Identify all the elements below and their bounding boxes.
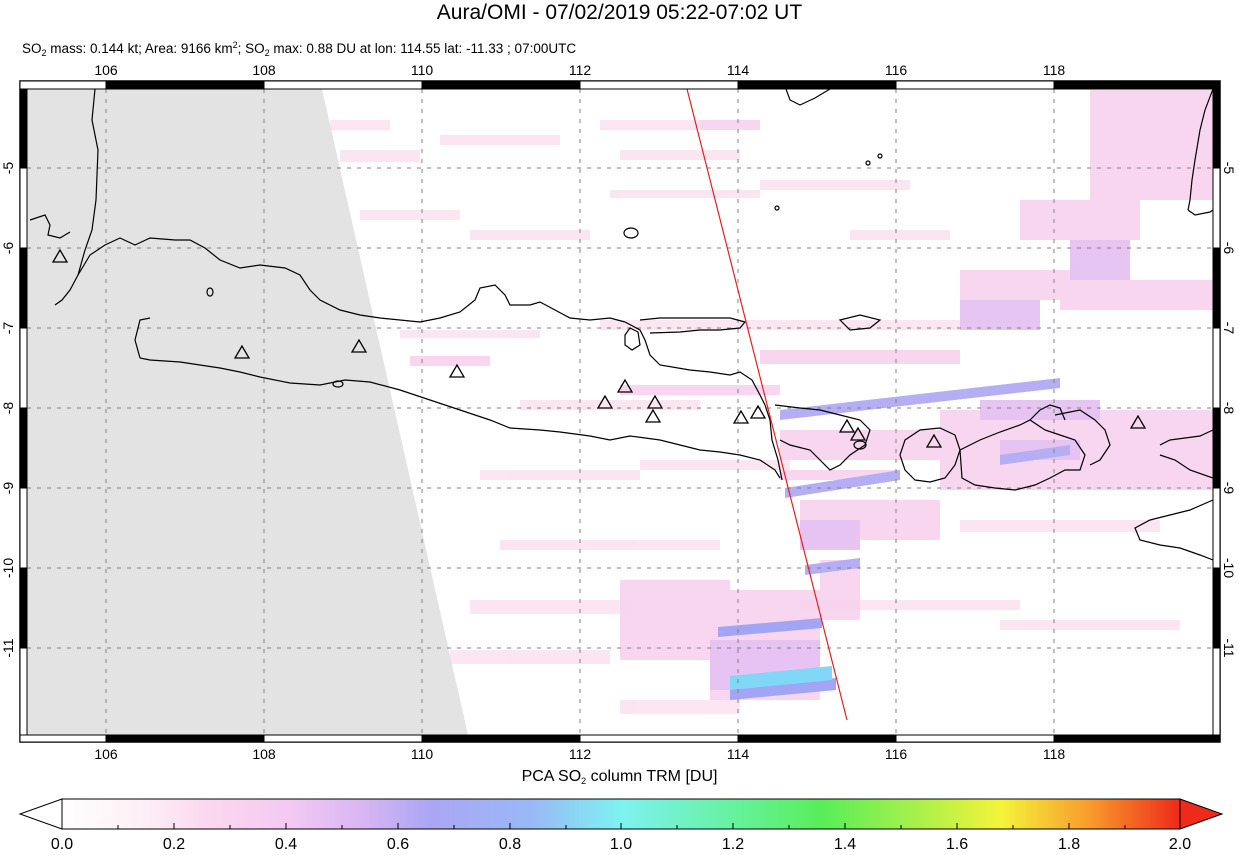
x-tick-label: 114 — [726, 62, 750, 78]
x-tick-label: 110 — [410, 746, 434, 762]
subtitle-subscript-2: 2 — [264, 48, 270, 58]
x-tick-label: 110 — [410, 62, 434, 78]
colorbar-tick-label: 2.0 — [1168, 836, 1192, 853]
colorbar-title-main: PCA SO — [521, 768, 582, 785]
x-tick-label: 108 — [252, 746, 276, 762]
grid-lines — [27, 89, 1213, 735]
x-tick-label: 108 — [252, 62, 276, 78]
axis-frame — [19, 80, 1221, 743]
map-subtitle: SO2 mass: 0.144 kt; Area: 9166 km2; SO2 … — [22, 36, 576, 62]
colorbar-tick-label: 0.2 — [162, 836, 186, 853]
colorbar-tick-label: 1.6 — [945, 836, 969, 853]
colorbar-tick-label: 1.4 — [833, 836, 857, 853]
colorbar-tick-label: 1.8 — [1057, 836, 1081, 853]
colorbar-min-arrow — [18, 798, 63, 830]
subtitle-so2-text-2: ; SO — [237, 41, 265, 56]
x-tick-label: 114 — [726, 746, 750, 762]
x-tick-label: 118 — [1042, 62, 1066, 78]
orbit-track-line — [686, 89, 848, 721]
x-tick-label: 116 — [884, 62, 908, 78]
colorbar-max-arrow — [1179, 798, 1224, 830]
colorbar-title-rest: column TRM [DU] — [586, 768, 718, 785]
x-tick-label: 112 — [568, 62, 592, 78]
x-tick-label: 118 — [1042, 746, 1066, 762]
map-title: Aura/OMI - 07/02/2019 05:22-07:02 UT — [436, 1, 803, 24]
volcano-markers — [51, 248, 1147, 448]
colorbar-title-subscript: 2 — [581, 776, 587, 786]
colorbar-tick-label: 0.4 — [274, 836, 298, 853]
x-tick-label: 116 — [884, 746, 908, 762]
subtitle-max-info: max: 0.88 DU at lon: 114.55 lat: -11.33 … — [269, 41, 577, 56]
x-tick-label: 112 — [568, 746, 592, 762]
so2-max-region — [730, 666, 832, 690]
no-data-region — [27, 89, 468, 735]
subtitle-subscript: 2 — [41, 48, 47, 58]
colorbar-tick-label: 1.0 — [609, 836, 633, 853]
colorbar-tick-label: 0.0 — [50, 836, 74, 853]
colorbar-title: PCA SO2 column TRM [DU] — [0, 768, 1239, 786]
colorbar-tick-label: 0.6 — [386, 836, 410, 853]
x-tick-label: 106 — [94, 62, 118, 78]
so2-swath-data — [27, 89, 1213, 735]
subtitle-so2-text: SO — [22, 41, 42, 56]
coastlines — [29, 89, 1213, 561]
colorbar — [18, 798, 1224, 830]
colorbar-tick-label: 1.2 — [721, 836, 745, 853]
subtitle-superscript: 2 — [232, 40, 238, 50]
colorbar-tick-label: 0.8 — [498, 836, 522, 853]
x-tick-label: 106 — [94, 746, 118, 762]
subtitle-mass-area: mass: 0.144 kt; Area: 9166 km — [46, 41, 233, 56]
